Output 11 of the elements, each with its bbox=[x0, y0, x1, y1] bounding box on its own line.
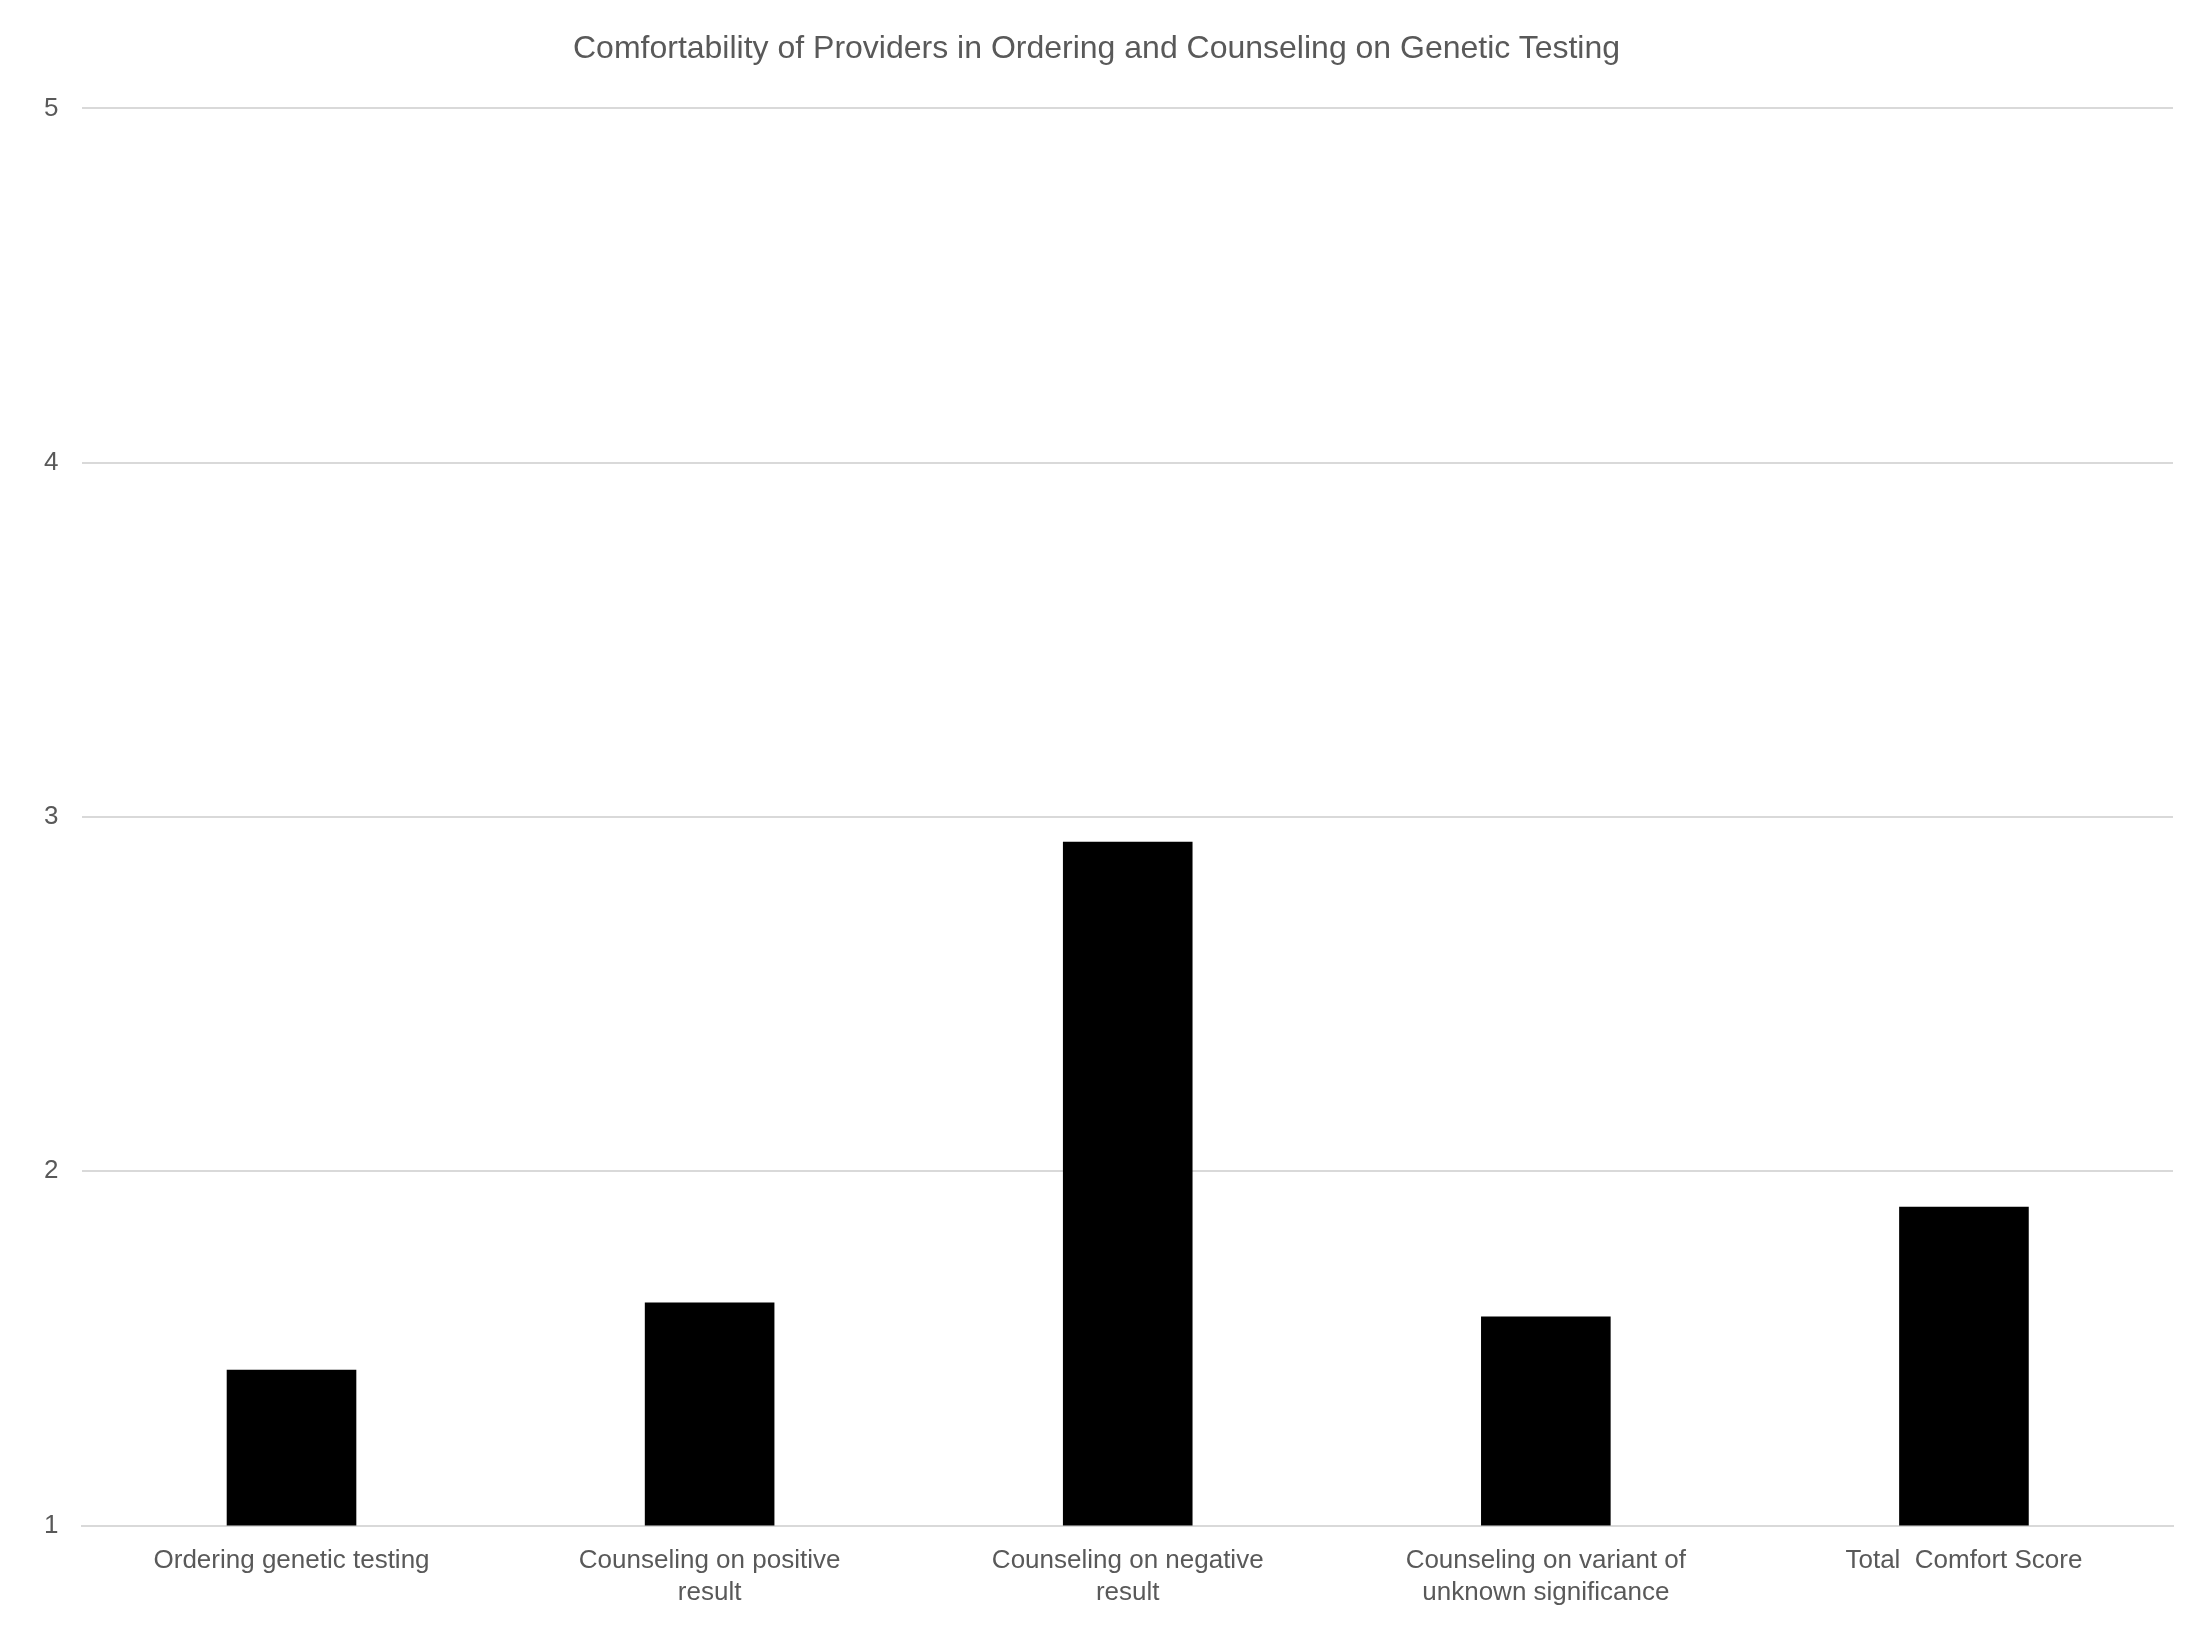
y-tick-label: 3 bbox=[43, 800, 59, 831]
x-tick-label: Counseling on positive result bbox=[578, 1544, 841, 1606]
y-tick-label: 1 bbox=[43, 1508, 59, 1539]
y-tick-label: 2 bbox=[43, 1154, 59, 1185]
y-tick-label: 4 bbox=[43, 445, 59, 476]
x-tick-label: Counseling on variant of unknown significance bbox=[1405, 1544, 1687, 1606]
x-tick-label: Total Comfort Score bbox=[1845, 1544, 2083, 1575]
x-tick-label: Ordering genetic testing bbox=[153, 1544, 430, 1575]
x-tick-label: Counseling on negative result bbox=[991, 1544, 1264, 1606]
chart-title: Comfortability of Providers in Ordering and Counseling on Genetic Testing bbox=[572, 29, 1621, 66]
y-tick-label: 5 bbox=[43, 91, 59, 122]
